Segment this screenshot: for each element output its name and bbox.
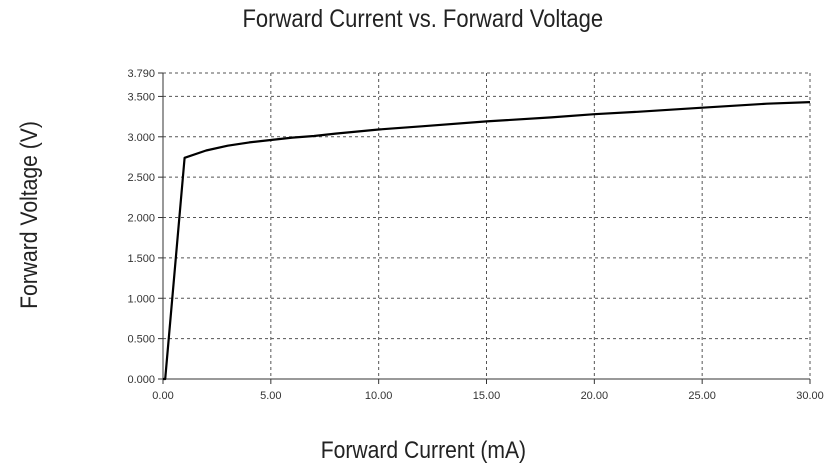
y-tick-label: 3.000 (127, 132, 155, 144)
x-tick-label: 15.00 (473, 390, 501, 402)
y-tick-label: 2.000 (127, 213, 155, 225)
series-line (163, 101, 811, 381)
y-tick-label: 3.500 (127, 91, 155, 103)
x-tick-label: 5.00 (260, 390, 281, 402)
x-tick-label: 10.00 (365, 390, 393, 402)
y-tick-label: 0.500 (127, 334, 155, 346)
x-tick-label: 25.00 (688, 390, 716, 402)
chart-title: Forward Current vs. Forward Voltage (242, 5, 604, 33)
y-tick-label: 2.500 (127, 172, 155, 184)
x-tick-label: 0.00 (152, 390, 173, 402)
x-tick-label: 30.00 (796, 390, 824, 402)
x-axis-label: Forward Current (mA) (320, 437, 527, 464)
y-tick-label: 1.500 (127, 253, 155, 265)
x-tick-label: 20.00 (581, 390, 609, 402)
y-tick-label: 0.000 (127, 374, 155, 386)
y-tick-label: 1.000 (127, 293, 155, 305)
y-tick-label: 3.790 (127, 68, 155, 80)
